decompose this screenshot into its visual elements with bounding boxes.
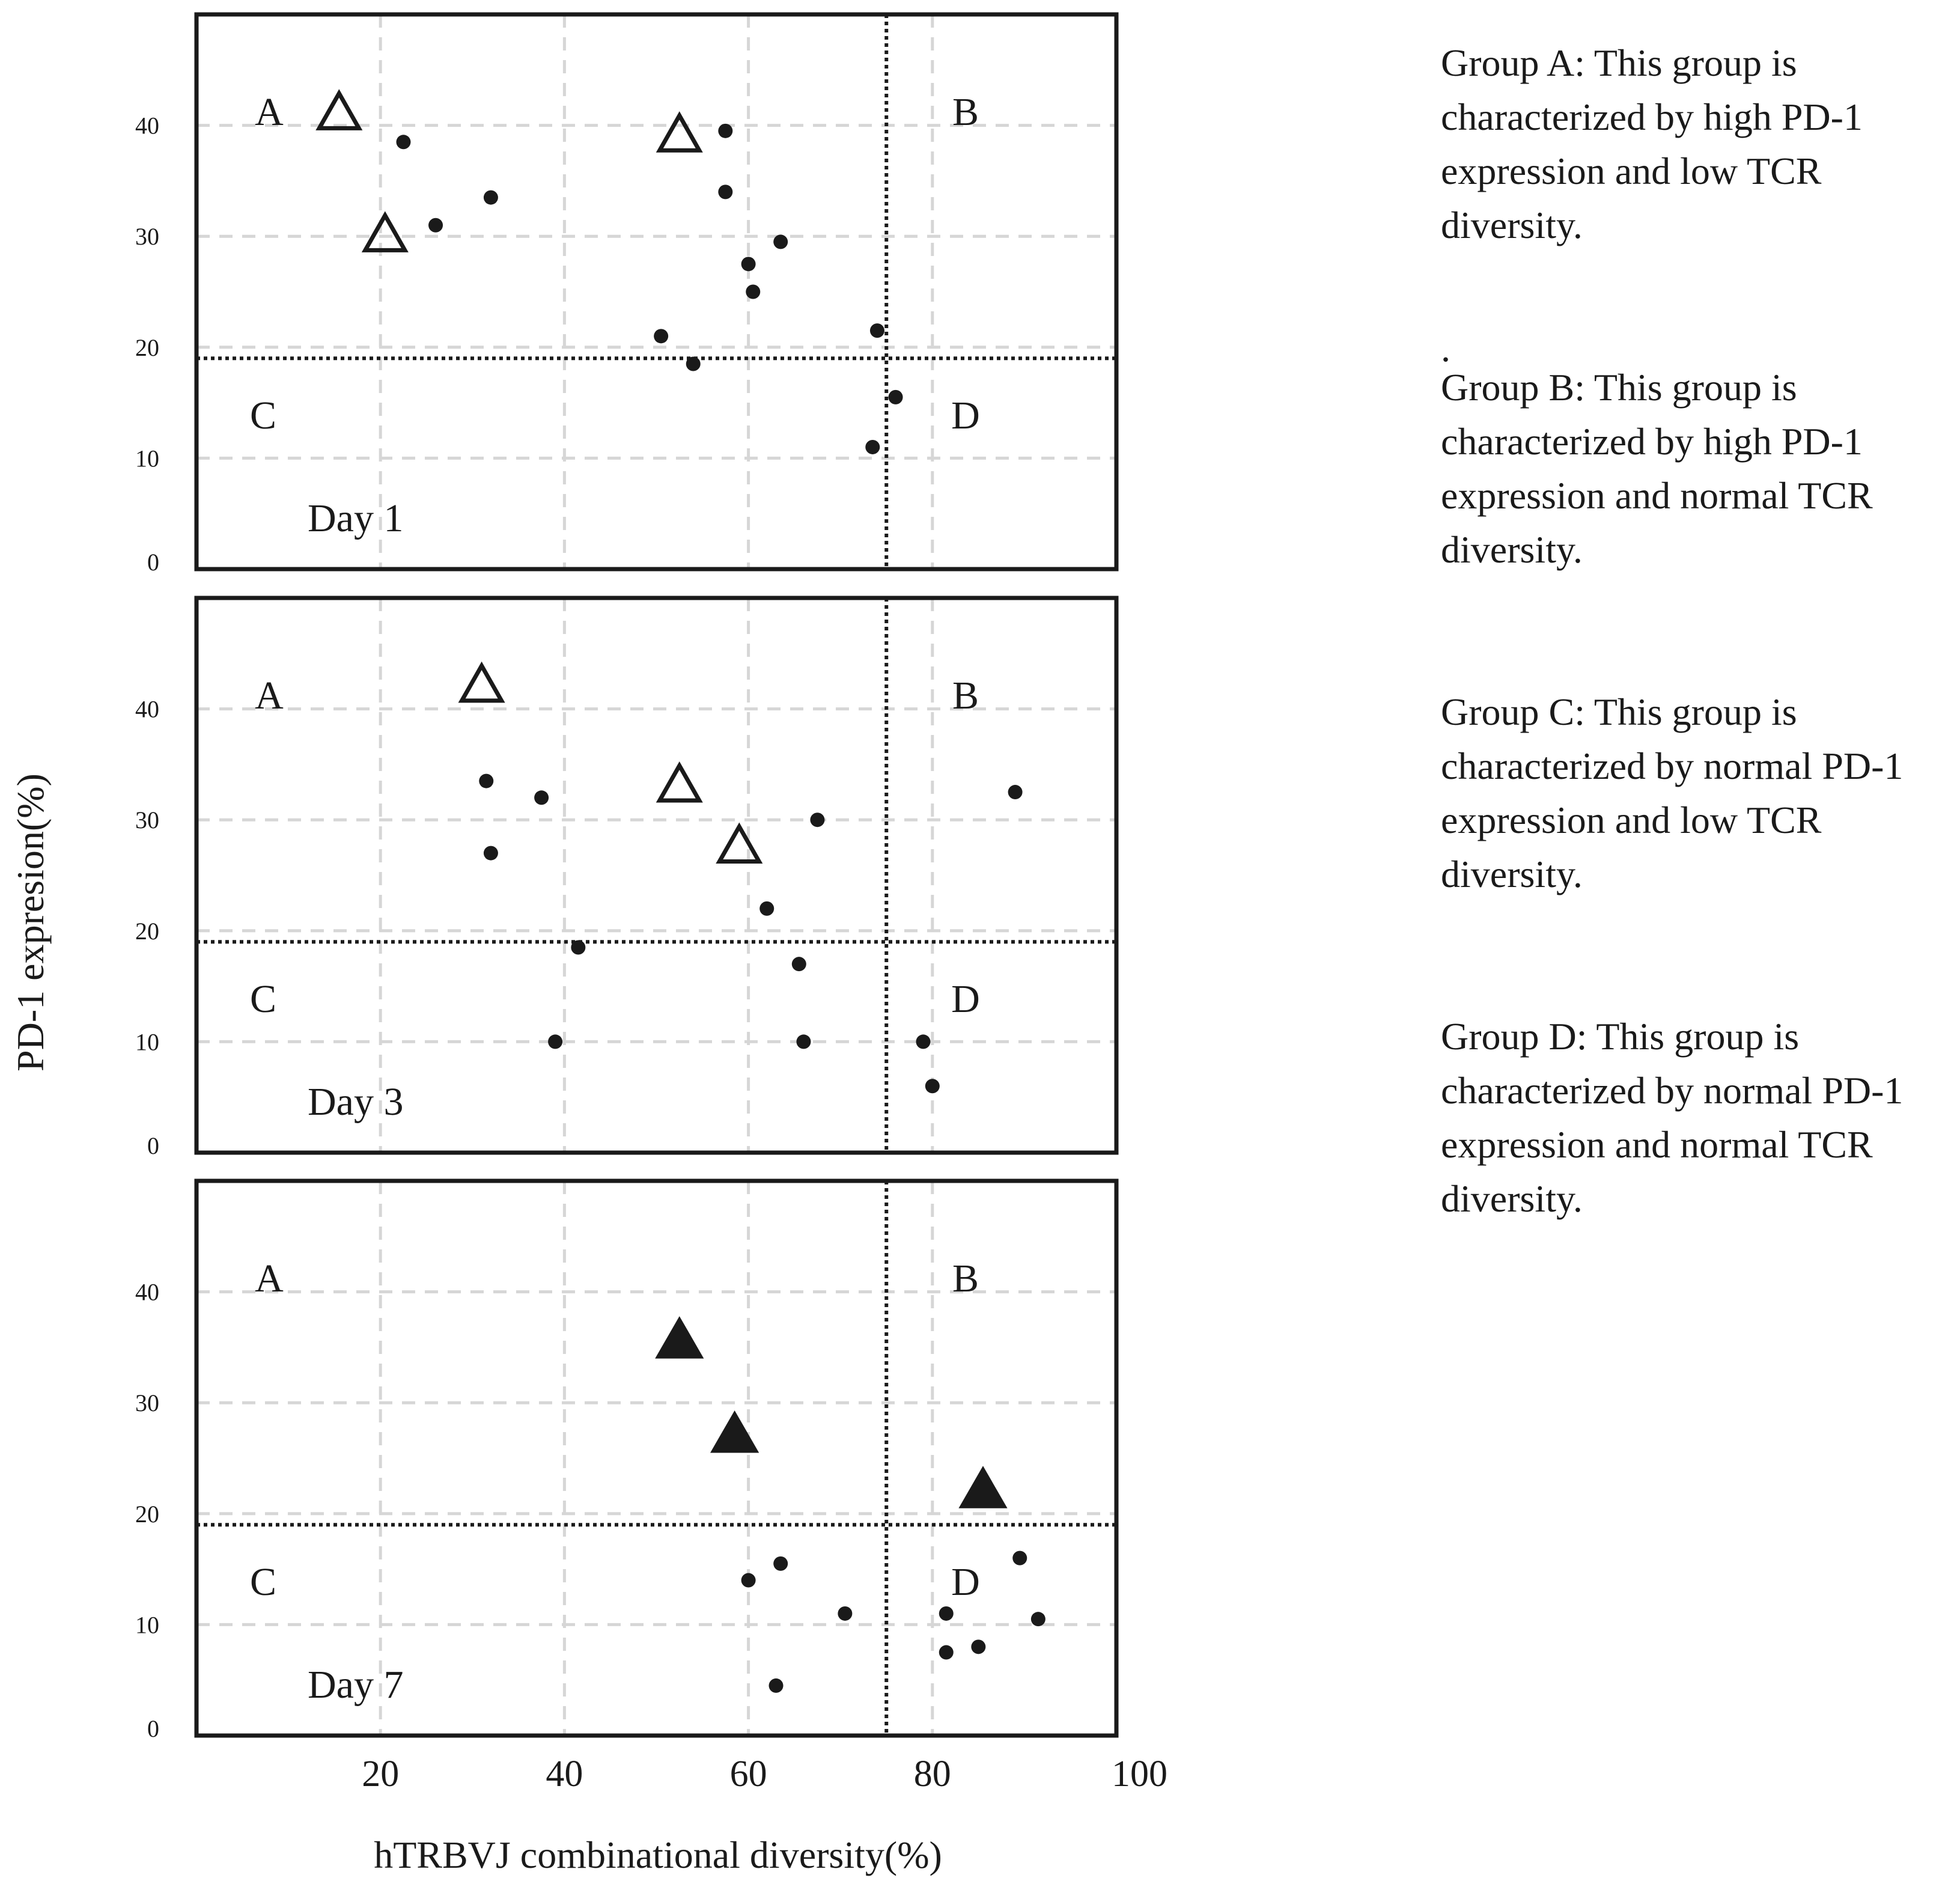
data-point-dot (925, 1079, 940, 1094)
y-tick-label: 30 (135, 223, 159, 250)
data-point-dot (483, 846, 498, 861)
y-tick-label: 20 (135, 918, 159, 945)
data-point-filled-triangle (958, 1466, 1008, 1508)
data-point-dot (939, 1645, 954, 1660)
data-point-filled-triangle (710, 1410, 759, 1453)
data-point-dot (773, 234, 788, 249)
quadrant-label-a: A (255, 1257, 284, 1300)
y-axis-label: PD-1 expresion(%) (9, 773, 52, 1072)
x-tick-label: 100 (1112, 1754, 1167, 1794)
y-tick-label: 30 (135, 806, 159, 834)
chart-panels: 0 10 20 30 40 A B C D Day 1 0 10 20 30 40 A B C D Day 3 0 10 2… (135, 12, 1119, 1742)
data-point-dot (686, 356, 701, 371)
data-point-filled-triangle (655, 1316, 704, 1359)
quadrant-label-c: C (250, 1560, 276, 1604)
y-tick-label: 40 (135, 112, 159, 139)
legend-group-c: Group C: This group is characterized by … (1441, 690, 1904, 895)
quadrant-label-c: C (250, 394, 276, 437)
y-tick-label: 10 (135, 1611, 159, 1638)
data-point-dot (939, 1606, 954, 1621)
data-point-dot (483, 190, 498, 205)
data-point-dot (741, 257, 756, 272)
x-axis-label: hTRBVJ combinational diversity(%) (374, 1834, 942, 1876)
quadrant-label-d: D (951, 394, 980, 437)
data-point-dot (548, 1034, 563, 1049)
data-point-dot (869, 323, 884, 338)
data-point-dot (971, 1639, 986, 1654)
x-tick-label: 60 (730, 1754, 767, 1794)
legend-separator: . (1441, 327, 1450, 370)
data-point-open-triangle (458, 661, 505, 703)
data-point-dot (571, 940, 586, 955)
data-point-dot (718, 123, 733, 138)
y-tick-label: 0 (147, 549, 159, 576)
y-tick-label: 0 (147, 1132, 159, 1159)
quadrant-label-b: B (952, 90, 979, 134)
quadrant-label-a: A (255, 674, 284, 718)
data-point-open-triangle (716, 822, 763, 864)
day-label: Day 1 (308, 496, 403, 540)
data-point-dot (916, 1034, 931, 1049)
quadrant-label-c: C (250, 977, 276, 1021)
data-point-dot (396, 135, 411, 150)
x-tick-label: 40 (546, 1754, 583, 1794)
data-point-dot (718, 184, 733, 200)
data-point-dot (810, 812, 825, 828)
y-tick-label: 40 (135, 1279, 159, 1306)
data-point-dot (741, 1573, 756, 1588)
data-point-dot (773, 1556, 788, 1571)
y-tick-label: 20 (135, 1501, 159, 1528)
panel-frame (194, 1178, 1119, 1738)
quadrant-label-d: D (951, 1560, 980, 1604)
data-point-dot (1008, 785, 1023, 800)
data-point-dot (796, 1034, 811, 1049)
y-tick-label: 30 (135, 1389, 159, 1416)
data-point-dot (768, 1678, 784, 1693)
data-point-open-triangle (361, 211, 409, 252)
panel-day-7: 0 10 20 30 40 A B C D Day 7 (135, 1178, 1119, 1742)
y-tick-label: 40 (135, 696, 159, 723)
y-tick-label: 10 (135, 445, 159, 472)
data-point-open-triangle (656, 761, 703, 803)
x-tick-label: 20 (362, 1754, 399, 1794)
data-point-dot (479, 773, 494, 788)
quadrant-label-a: A (255, 90, 284, 134)
panel-day-1: 0 10 20 30 40 A B C D Day 1 (135, 12, 1119, 576)
panel-frame (194, 12, 1119, 572)
y-tick-label: 10 (135, 1028, 159, 1055)
legend-group-b: Group B: This group is characterized by … (1441, 366, 1873, 571)
data-point-dot (534, 790, 549, 805)
y-tick-label: 0 (147, 1715, 159, 1742)
data-point-open-triangle (656, 111, 703, 153)
data-point-dot (759, 901, 775, 916)
data-point-dot (654, 329, 669, 344)
data-point-dot (791, 957, 806, 972)
legend-group-d: Group D: This group is characterized by … (1441, 1015, 1904, 1220)
x-axis: 20 40 60 80 100 (362, 1754, 1167, 1794)
quadrant-label-b: B (952, 674, 979, 718)
panel-frame (194, 596, 1119, 1155)
data-point-dot (428, 218, 443, 233)
day-label: Day 7 (308, 1663, 403, 1707)
data-point-open-triangle (315, 89, 363, 130)
data-point-dot (1030, 1612, 1045, 1627)
y-tick-label: 20 (135, 334, 159, 361)
quadrant-label-b: B (952, 1257, 979, 1300)
data-point-dot (1012, 1550, 1027, 1565)
legend-group-a: Group A: This group is characterized by … (1441, 41, 1863, 246)
day-label: Day 3 (308, 1080, 403, 1124)
data-point-dot (746, 284, 761, 299)
data-point-dot (838, 1606, 853, 1621)
data-point-dot (888, 389, 903, 404)
panel-day-3: 0 10 20 30 40 A B C D Day 3 (135, 596, 1119, 1159)
x-tick-label: 80 (914, 1754, 951, 1794)
quadrant-label-d: D (951, 977, 980, 1021)
data-point-dot (865, 439, 880, 454)
